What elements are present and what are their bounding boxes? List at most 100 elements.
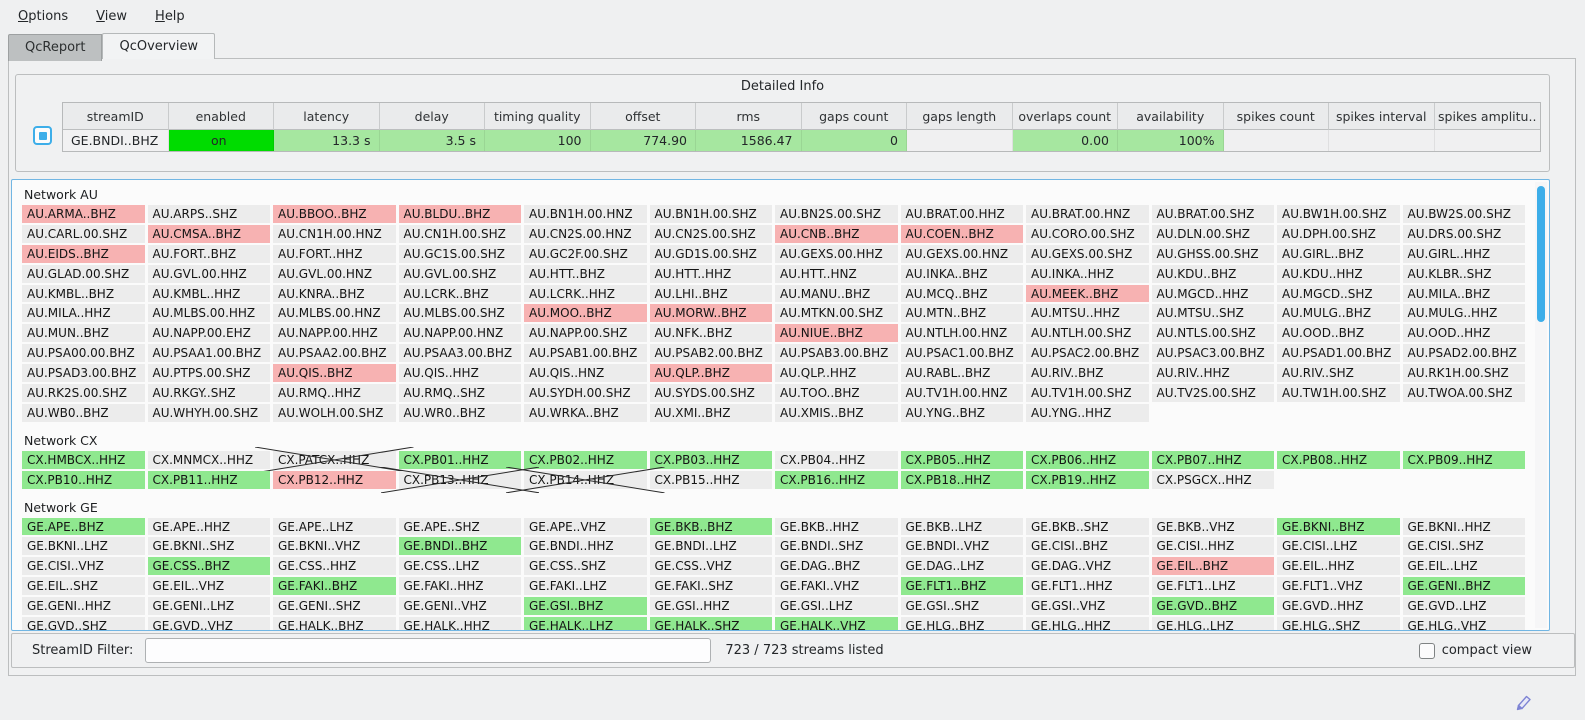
- stream-cell[interactable]: GE.APE..SHZ: [398, 517, 521, 536]
- stream-cell[interactable]: AU.FORT..HHZ: [273, 244, 396, 263]
- stream-cell[interactable]: CX.PB18..HHZ: [900, 470, 1023, 489]
- stream-cell[interactable]: GE.CISI..BHZ: [1026, 537, 1149, 556]
- stream-cell[interactable]: AU.MULG..HHZ: [1402, 304, 1525, 323]
- stream-cell[interactable]: AU.YNG..HHZ: [1026, 403, 1149, 422]
- stream-cell[interactable]: AU.TWOA.00.SHZ: [1402, 384, 1525, 402]
- stream-cell[interactable]: AU.BW1H.00.SHZ: [1277, 205, 1400, 223]
- detail-header-cell[interactable]: overlaps count: [1012, 103, 1118, 130]
- stream-cell[interactable]: AU.QIS..HNZ: [524, 364, 647, 383]
- stream-cell[interactable]: AU.RIV..SHZ: [1277, 364, 1400, 383]
- stream-cell[interactable]: CX.PB16..HHZ: [775, 470, 898, 489]
- stream-cell[interactable]: CX.PB02..HHZ: [524, 450, 647, 469]
- stream-cell[interactable]: GE.BNDI..HHZ: [524, 537, 647, 556]
- stream-cell[interactable]: AU.TV1H.00.SHZ: [1026, 384, 1149, 402]
- stream-cell[interactable]: GE.GENI..BHZ: [1402, 577, 1525, 596]
- stream-cell[interactable]: AU.CORO.00.SHZ: [1026, 224, 1149, 243]
- stream-cell[interactable]: AU.MILA..HHZ: [22, 304, 145, 323]
- stream-cell[interactable]: GE.EIL..SHZ: [22, 577, 145, 596]
- stream-cell[interactable]: AU.WB0..BHZ: [22, 403, 145, 422]
- menu-view[interactable]: View: [96, 8, 128, 24]
- stream-cell[interactable]: GE.BKNI..BHZ: [1277, 517, 1400, 536]
- stream-cell[interactable]: AU.QLP..HHZ: [775, 364, 898, 383]
- stream-cell[interactable]: CX.PB01..HHZ: [398, 450, 521, 469]
- stream-cell[interactable]: GE.DAG..LHZ: [900, 557, 1023, 576]
- stream-enable-checkbox[interactable]: [33, 126, 52, 145]
- stream-cell[interactable]: AU.PSAA2.00.BHZ: [273, 344, 396, 363]
- stream-cell[interactable]: AU.RIV..HHZ: [1151, 364, 1274, 383]
- stream-cell[interactable]: GE.EIL..HHZ: [1277, 557, 1400, 576]
- stream-cell[interactable]: CX.PB11..HHZ: [147, 470, 270, 489]
- menu-help[interactable]: Help: [155, 8, 185, 24]
- stream-cell[interactable]: AU.KDU..BHZ: [1151, 264, 1274, 283]
- stream-cell[interactable]: AU.PSAD3.00.BHZ: [22, 364, 145, 383]
- stream-cell[interactable]: AU.ARMA..BHZ: [22, 205, 145, 223]
- stream-cell[interactable]: AU.OOD..HHZ: [1402, 324, 1525, 343]
- stream-cell[interactable]: AU.WHYH.00.SHZ: [147, 403, 270, 422]
- stream-cell[interactable]: AU.GIRL..HHZ: [1402, 244, 1525, 263]
- stream-cell[interactable]: GE.GSI..LHZ: [775, 597, 898, 616]
- stream-cell[interactable]: AU.GHSS.00.SHZ: [1151, 244, 1274, 263]
- stream-cell[interactable]: GE.CSS..HHZ: [273, 557, 396, 576]
- stream-cell[interactable]: AU.KNRA..BHZ: [273, 284, 396, 303]
- stream-cell[interactable]: GE.CISI..LHZ: [1277, 537, 1400, 556]
- stream-cell[interactable]: AU.FORT..BHZ: [147, 244, 270, 263]
- stream-cell[interactable]: AU.PSAD2.00.BHZ: [1402, 344, 1525, 363]
- stream-cell[interactable]: GE.BKB..SHZ: [1026, 517, 1149, 536]
- stream-cell[interactable]: AU.ARPS..SHZ: [147, 205, 270, 223]
- stream-cell[interactable]: AU.MTKN.00.SHZ: [775, 304, 898, 323]
- stream-cell[interactable]: GE.FAKI..SHZ: [649, 577, 772, 596]
- stream-cell[interactable]: AU.MTN..BHZ: [900, 304, 1023, 323]
- stream-cell[interactable]: GE.HLG..VHZ: [1402, 617, 1525, 630]
- stream-cell[interactable]: AU.RKGY..SHZ: [147, 384, 270, 402]
- stream-cell[interactable]: CX.PB07..HHZ: [1151, 450, 1274, 469]
- stream-cell[interactable]: AU.GD1S.00.SHZ: [649, 244, 772, 263]
- stream-cell[interactable]: AU.MULG..BHZ: [1277, 304, 1400, 323]
- stream-cell[interactable]: AU.PTPS.00.SHZ: [147, 364, 270, 383]
- stream-cell[interactable]: AU.BRAT.00.HNZ: [1026, 205, 1149, 223]
- stream-cell[interactable]: GE.FLT1..BHZ: [900, 577, 1023, 596]
- stream-cell[interactable]: GE.DAG..BHZ: [775, 557, 898, 576]
- detail-header-cell[interactable]: latency: [274, 103, 380, 130]
- stream-cell[interactable]: GE.GSI..VHZ: [1026, 597, 1149, 616]
- stream-cell[interactable]: AU.KLBR..SHZ: [1402, 264, 1525, 283]
- stream-cell[interactable]: AU.NAPP.00.SHZ: [524, 324, 647, 343]
- stream-cell[interactable]: GE.BNDI..LHZ: [649, 537, 772, 556]
- stream-cell[interactable]: AU.HTT..BHZ: [524, 264, 647, 283]
- stream-cell[interactable]: AU.DPH.00.SHZ: [1277, 224, 1400, 243]
- stream-cell[interactable]: GE.BKB..LHZ: [900, 517, 1023, 536]
- stream-cell[interactable]: AU.MTSU..HHZ: [1026, 304, 1149, 323]
- stream-cell[interactable]: GE.HALK..BHZ: [273, 617, 396, 630]
- stream-cell[interactable]: AU.TW1H.00.SHZ: [1277, 384, 1400, 402]
- stream-cell[interactable]: AU.NAPP.00.HNZ: [398, 324, 521, 343]
- stream-cell[interactable]: AU.NAPP.00.EHZ: [147, 324, 270, 343]
- stream-cell[interactable]: AU.PSAB2.00.BHZ: [649, 344, 772, 363]
- stream-cell[interactable]: AU.KDU..HHZ: [1277, 264, 1400, 283]
- stream-cell[interactable]: AU.GVL.00.SHZ: [398, 264, 521, 283]
- detail-header-cell[interactable]: gaps count: [801, 103, 907, 130]
- stream-cell[interactable]: AU.YNG..BHZ: [900, 403, 1023, 422]
- stream-cell[interactable]: AU.MTSU..SHZ: [1151, 304, 1274, 323]
- stream-cell[interactable]: AU.HTT..HNZ: [775, 264, 898, 283]
- stream-cell[interactable]: GE.CISI..VHZ: [22, 557, 145, 576]
- stream-cell[interactable]: GE.BKNI..SHZ: [147, 537, 270, 556]
- stream-cell[interactable]: AU.GC1S.00.SHZ: [398, 244, 521, 263]
- stream-cell[interactable]: AU.SYDS.00.SHZ: [649, 384, 772, 402]
- stream-cell[interactable]: AU.RIV..BHZ: [1026, 364, 1149, 383]
- stream-cell[interactable]: AU.GIRL..BHZ: [1277, 244, 1400, 263]
- stream-cell[interactable]: AU.DLN.00.SHZ: [1151, 224, 1274, 243]
- scrollbar-thumb[interactable]: [1537, 186, 1545, 322]
- stream-cell[interactable]: GE.GSI..BHZ: [524, 597, 647, 616]
- stream-cell[interactable]: AU.MEEK..BHZ: [1026, 284, 1149, 303]
- stream-cell[interactable]: AU.WRKA..BHZ: [524, 403, 647, 422]
- stream-cell[interactable]: CX.PB04..HHZ: [775, 450, 898, 469]
- stream-cell[interactable]: GE.FLT1..HHZ: [1026, 577, 1149, 596]
- stream-cell[interactable]: CX.MNMCX..HHZ: [147, 450, 270, 469]
- stream-cell[interactable]: GE.CSS..SHZ: [524, 557, 647, 576]
- stream-cell[interactable]: GE.DAG..VHZ: [1026, 557, 1149, 576]
- stream-cell[interactable]: GE.EIL..VHZ: [147, 577, 270, 596]
- stream-cell[interactable]: AU.MOO..BHZ: [524, 304, 647, 323]
- stream-cell[interactable]: AU.GVL.00.HHZ: [147, 264, 270, 283]
- stream-cell[interactable]: AU.NFK..BHZ: [649, 324, 772, 343]
- stream-cell[interactable]: CX.PSGCX..HHZ: [1151, 470, 1274, 489]
- stream-cell[interactable]: GE.BKB..HHZ: [775, 517, 898, 536]
